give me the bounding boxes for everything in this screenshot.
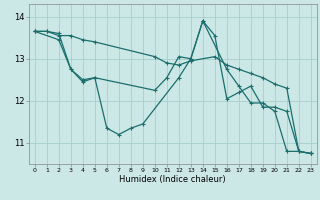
X-axis label: Humidex (Indice chaleur): Humidex (Indice chaleur) <box>119 175 226 184</box>
